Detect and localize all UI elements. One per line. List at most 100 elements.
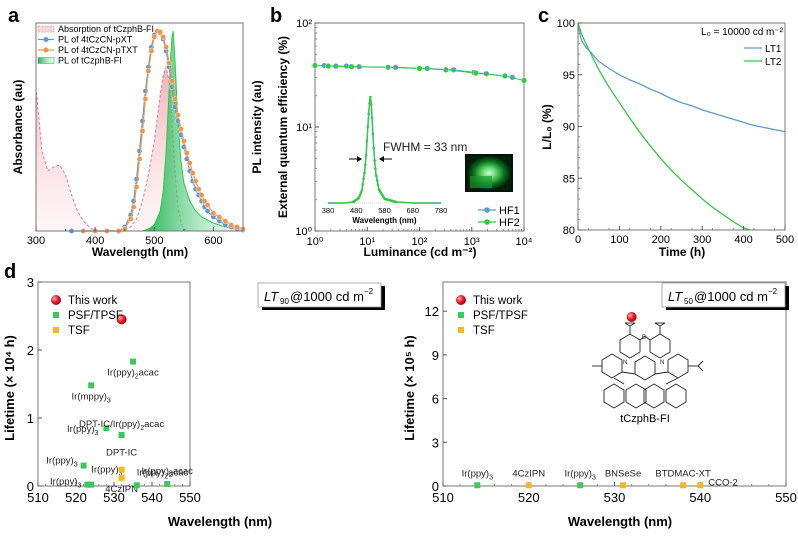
inset-point: [376, 183, 380, 187]
data-point: [210, 210, 217, 216]
legend-marker: [43, 37, 49, 42]
data-point: [204, 202, 211, 208]
legend-label: Absorption of tCzphB-FI: [58, 24, 154, 34]
legend-marker: [458, 312, 464, 318]
data-point: [195, 186, 202, 192]
data-point-HF2: [472, 70, 479, 77]
panel-a-ylabel-right: PL intensity (au): [250, 80, 264, 173]
inset-x-tick-label: 580: [378, 206, 391, 215]
panel-c-chart: 0 100 200 300 400 500 80 85 90 95 100 Time (h) L/L…: [540, 18, 794, 259]
data-point: [145, 68, 152, 74]
data-point: [192, 178, 199, 184]
legend-label: HF1: [499, 205, 520, 217]
x-tick-label: 10²: [412, 236, 428, 248]
point-psf-tpsf: [84, 481, 91, 488]
x-tick-label: 200: [652, 234, 670, 246]
legend-marker: [53, 312, 59, 318]
fwhm-arrowhead-right: [379, 156, 384, 162]
inset-point: [366, 125, 370, 128]
data-point: [175, 112, 181, 118]
panel-b-device-photo: [465, 154, 513, 192]
data-point: [178, 126, 184, 132]
x-tick-label: 10³: [464, 236, 480, 248]
point-psf-tpsf: [474, 482, 481, 489]
data-point: [130, 204, 137, 210]
inset-point: [363, 171, 366, 175]
y-tick-label: 95: [563, 70, 575, 82]
svg-text:N: N: [660, 360, 664, 366]
data-point: [204, 208, 211, 214]
x-tick-label: 10⁰: [307, 236, 324, 248]
panel-d-left-legend: This work PSF/TPSF TSF: [51, 295, 123, 337]
data-point: [172, 96, 178, 102]
series-line-LT1: [577, 22, 786, 133]
legend-marker: [53, 327, 59, 333]
panel-a-chart: 300 400 500 600 Wavelength (nm) Absorbance …: [11, 22, 264, 259]
panel-b-chart: 10⁰ 10¹ 10² 10³ 10⁴ 10⁰ 10¹ 10² 380 480 580 680 780…: [276, 18, 533, 259]
fwhm-arrowhead-left: [357, 156, 362, 162]
inset-xlabel: Wavelength (nm): [352, 216, 416, 225]
y-tick-label: 1: [27, 411, 34, 426]
panel-d-left-title-sub: 90: [280, 297, 289, 306]
x-tick-label: 510: [432, 490, 454, 505]
panel-label-b: b: [270, 5, 282, 27]
legend-label: LT2: [765, 57, 782, 68]
x-tick-label: 520: [65, 490, 87, 505]
point-tsf: [620, 482, 627, 489]
inset-point: [375, 174, 378, 178]
y-tick-label: 80: [563, 225, 575, 237]
panel-d-right-ylabel: Lifetime (× 10⁵ h): [402, 335, 417, 440]
point-psf-tpsf: [80, 462, 87, 469]
inset-x-tick-label: 680: [406, 206, 419, 215]
point-tsf: [697, 482, 704, 489]
data-point-HF2: [325, 63, 332, 70]
x-tick-label: 300: [27, 235, 45, 247]
data-point: [151, 34, 158, 40]
x-tick-label: 520: [518, 490, 540, 505]
data-point-HF1: [450, 66, 457, 73]
panel-label-c: c: [538, 5, 549, 27]
inset-point: [358, 193, 362, 197]
x-tick-label: 530: [103, 490, 125, 505]
legend-marker-this-work: [51, 295, 61, 305]
inset-point: [360, 188, 364, 192]
x-tick-label: 0: [575, 234, 581, 246]
point-tsf: [680, 482, 687, 489]
x-tick-label: 530: [604, 490, 626, 505]
legend-label: PL of 4tCzCN-pXT: [58, 35, 133, 45]
legend-swatch: [37, 57, 55, 64]
point-psf-tpsf: [118, 432, 125, 438]
data-point: [133, 176, 140, 182]
data-point: [142, 88, 149, 94]
point-tsf: [525, 482, 532, 489]
y-tick-label: 3: [27, 275, 34, 290]
data-point-HF2: [416, 65, 423, 72]
panel-b-frame: [314, 22, 525, 232]
panel-label-d: d: [4, 261, 16, 283]
panel-c-frame: [577, 22, 786, 231]
legend-label: This work: [473, 295, 522, 307]
data-point: [133, 184, 140, 190]
x-tick-label: 550: [775, 490, 797, 505]
data-point: [181, 138, 187, 144]
y-tick-label: 90: [563, 122, 575, 134]
point-tsf: [118, 466, 125, 473]
y-tick-label: 12: [425, 304, 439, 319]
data-point: [189, 170, 196, 176]
point-label: BTDMAC-XT: [655, 468, 711, 479]
panel-d-right-legend: This work PSF/TPSF TSF: [456, 295, 528, 337]
x-tick-label: 500: [145, 235, 163, 247]
inset-x-tick-label: 480: [350, 206, 363, 215]
point-label: Ir(ppy)3: [67, 424, 98, 437]
data-point: [130, 198, 137, 204]
inset-point: [362, 177, 365, 181]
y-tick-label: 9: [432, 348, 439, 363]
y-tick-label: 100: [557, 18, 575, 30]
y-tick-label: 0: [27, 479, 34, 494]
panel-d-left-title-sup: −2: [364, 287, 374, 296]
data-point: [228, 222, 234, 228]
legend-swatch: [37, 25, 55, 33]
